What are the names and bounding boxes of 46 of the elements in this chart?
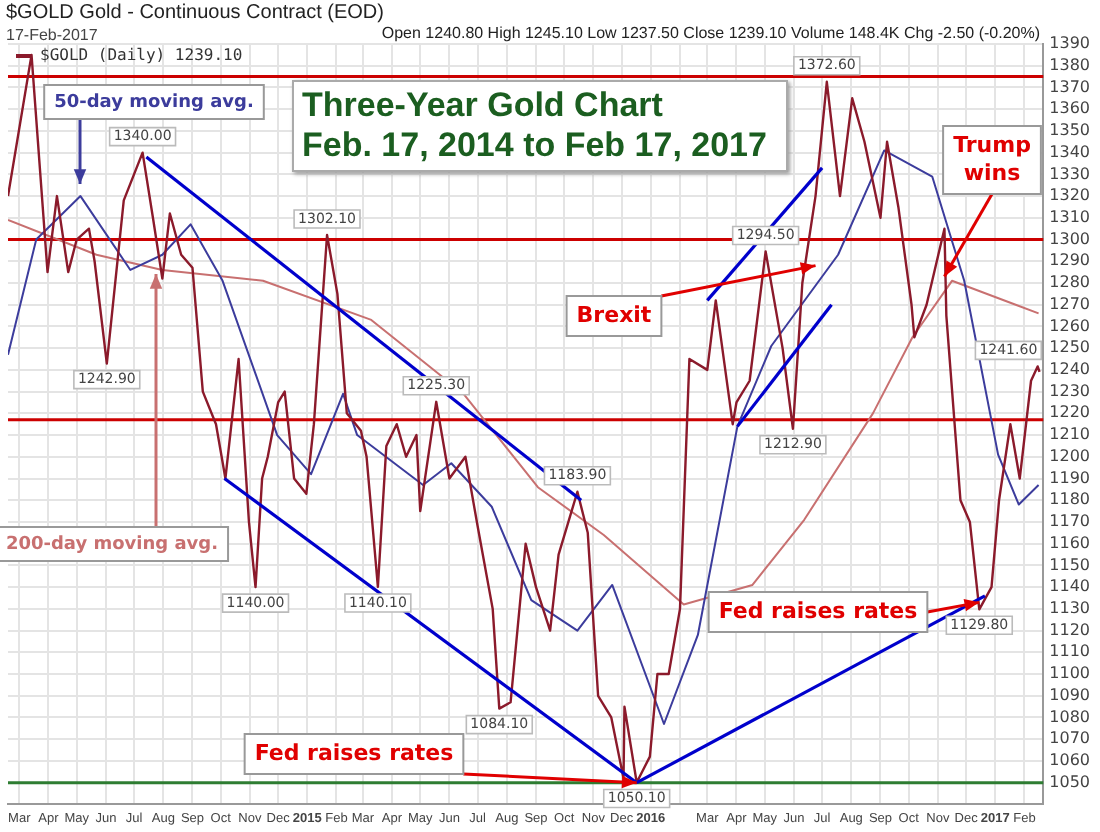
y-tick-label: 1150 <box>1049 555 1090 574</box>
y-tick-label: 1200 <box>1049 446 1090 465</box>
y-tick-label: 1290 <box>1049 251 1090 270</box>
y-tick-label: 1330 <box>1049 164 1090 183</box>
annotation: Brexit <box>576 301 652 328</box>
y-tick-label: 1320 <box>1049 186 1090 205</box>
y-tick-label: 1050 <box>1049 772 1090 791</box>
y-tick-label: 1190 <box>1049 468 1090 487</box>
y-tick-label: 1380 <box>1049 55 1090 74</box>
y-tick-label: 1170 <box>1049 512 1090 531</box>
y-tick-label: 1240 <box>1049 360 1090 379</box>
y-tick-label: 1350 <box>1049 121 1090 140</box>
legend-label: $GOLD (Daily) 1239.10 <box>40 46 243 65</box>
y-tick-label: 1250 <box>1049 338 1090 357</box>
y-tick-label: 1110 <box>1049 642 1090 661</box>
y-tick-label: 1370 <box>1049 77 1090 96</box>
text: 50-day moving avg. <box>54 92 254 113</box>
y-tick-label: 1090 <box>1049 685 1090 704</box>
annotation: Fed raises rates <box>718 597 919 624</box>
y-tick-label: 1160 <box>1049 533 1090 552</box>
y-tick-label: 1230 <box>1049 381 1090 400</box>
y-tick-label: 1180 <box>1049 490 1090 509</box>
y-tick-label: 1310 <box>1049 207 1090 226</box>
annotation: 17-Feb-2017 <box>6 26 98 44</box>
y-tick-label: 1300 <box>1049 229 1090 248</box>
text: Open 1240.80 High 1245.10 Low 1237.50 Close 1239.10 Volume 148.4K Chg -2.50 (-0.20%) <box>381 24 1040 42</box>
y-tick-label: 1120 <box>1049 620 1090 639</box>
y-tick-label: 1100 <box>1049 664 1090 683</box>
y-tick-label: 1270 <box>1049 294 1090 313</box>
y-tick-label: 1390 <box>1049 34 1090 53</box>
y-tick-label: 1260 <box>1049 316 1090 335</box>
text: 200-day moving avg. <box>5 534 219 555</box>
annotation: Fed raises rates <box>254 739 455 766</box>
y-tick-label: 1280 <box>1049 273 1090 292</box>
y-tick-label: 1130 <box>1049 599 1090 618</box>
y-tick-label: 1360 <box>1049 99 1090 118</box>
y-tick-label: 1070 <box>1049 729 1090 748</box>
y-tick-label: 1340 <box>1049 142 1090 161</box>
text: Three-Year Gold Chart Feb. 17, 2014 to Feb 17, 2017 <box>292 80 788 172</box>
y-tick-label: 1210 <box>1049 425 1090 444</box>
chart-subtitle: $GOLD Gold - Continuous Contract (EOD) <box>6 2 384 24</box>
y-tick-label: 1080 <box>1049 707 1090 726</box>
annotation: Trump wins <box>953 131 1032 186</box>
y-tick-label: 1220 <box>1049 403 1090 422</box>
y-tick-label: 1140 <box>1049 577 1090 596</box>
y-tick-label: 1060 <box>1049 751 1090 770</box>
